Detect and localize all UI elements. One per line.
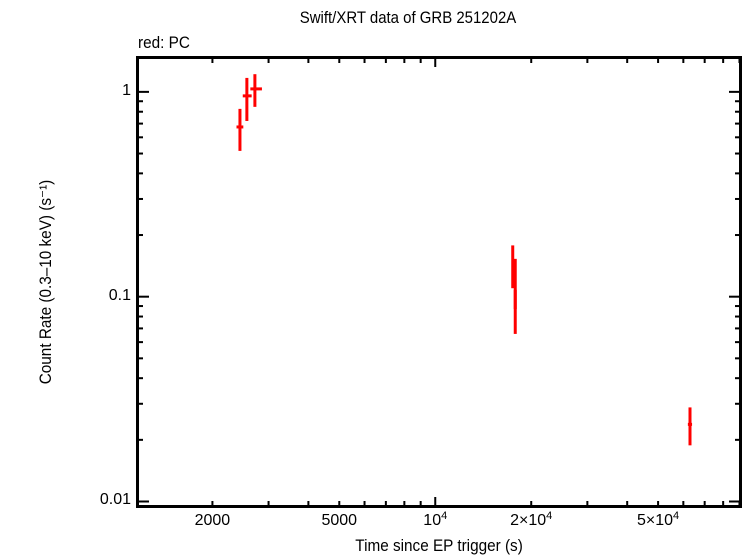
y-tick-label: 0.01 — [99, 491, 131, 509]
x-tick-label: 5×104 — [636, 510, 680, 530]
x-tick-label: 104 — [423, 510, 448, 530]
x-tick-label: 2000 — [194, 512, 231, 529]
y-tick-label: 1 — [122, 81, 131, 99]
x-tick-label: 5000 — [321, 512, 358, 529]
legend-text: red: PC — [138, 33, 190, 52]
plot-frame — [136, 56, 742, 508]
x-axis-label: Time since EP trigger (s) — [355, 536, 523, 555]
chart-title: Swift/XRT data of GRB 251202A — [299, 8, 517, 27]
axis-ticks — [137, 57, 741, 507]
y-tick-label: 0.1 — [108, 286, 131, 304]
x-tick-label: 2×104 — [510, 510, 553, 530]
data-series-pc — [236, 74, 693, 446]
